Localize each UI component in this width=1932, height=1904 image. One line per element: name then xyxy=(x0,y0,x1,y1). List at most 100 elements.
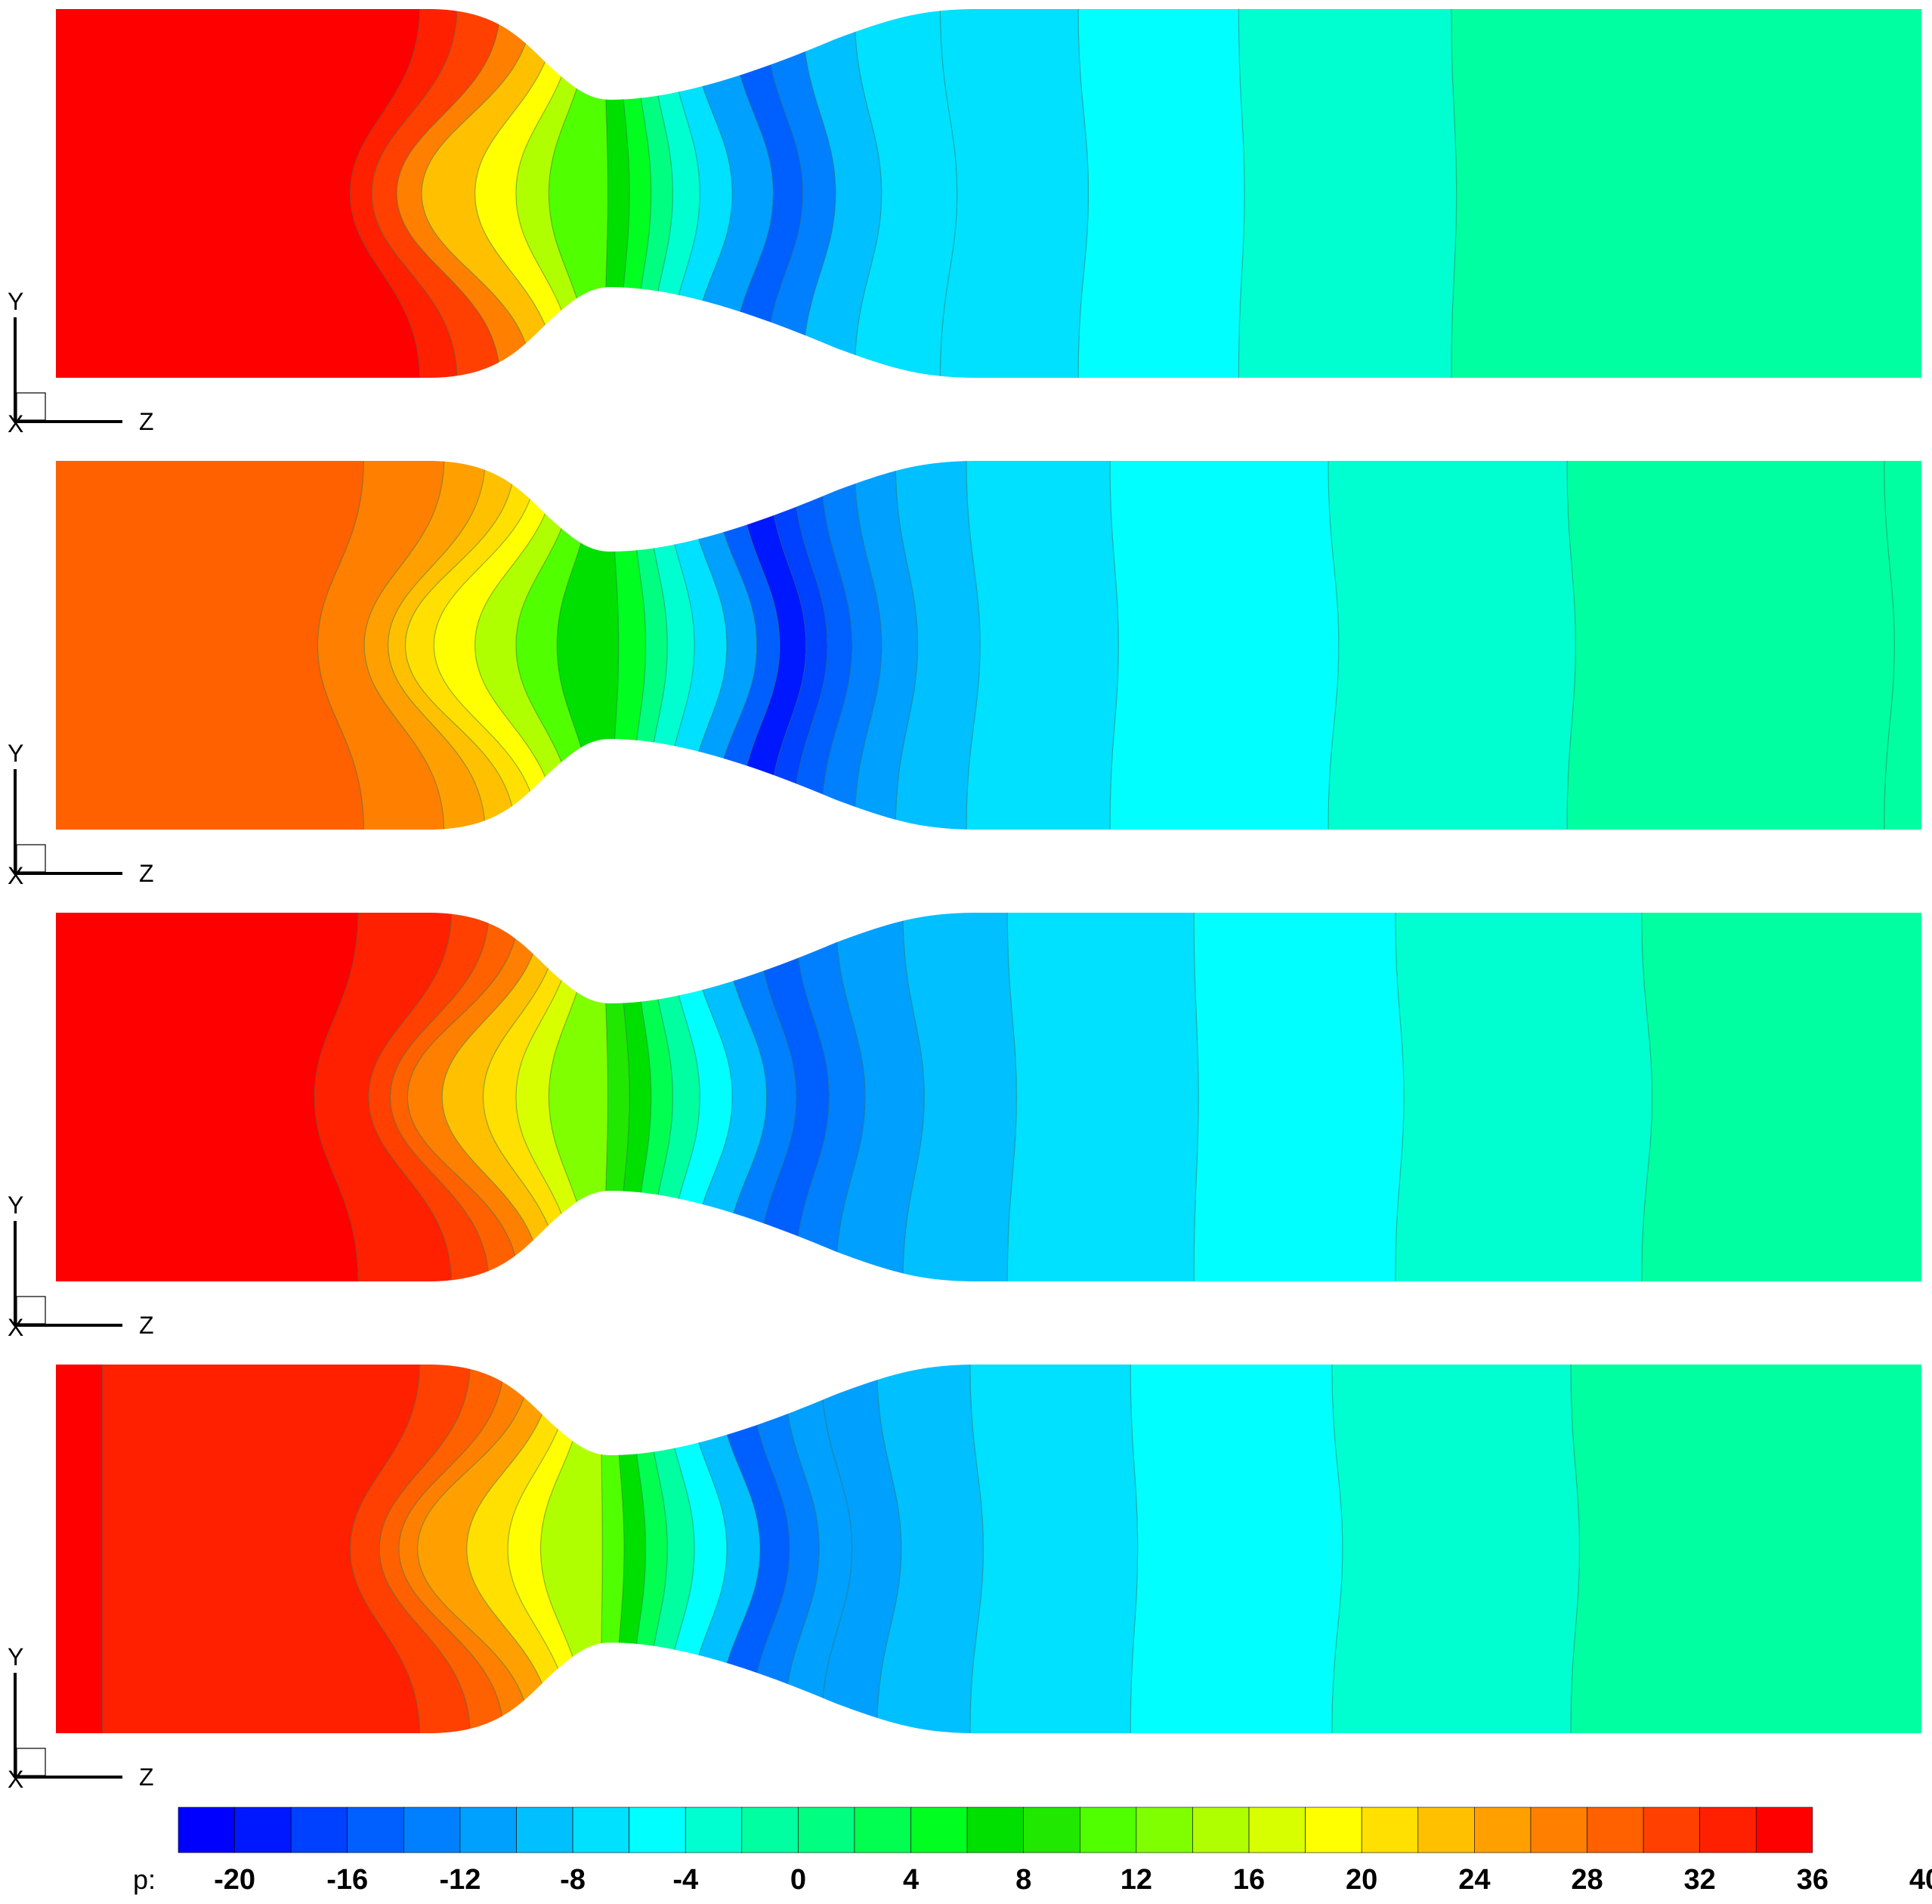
colorbar-swatch xyxy=(1305,1807,1362,1853)
panel-3-axis-triad: Y Z X xyxy=(8,1192,154,1341)
colorbar-tick-label: -20 xyxy=(214,1864,255,1896)
contour-band xyxy=(515,461,594,830)
colorbar-swatch xyxy=(1755,1807,1813,1853)
colorbar-tick-label: -4 xyxy=(672,1864,698,1896)
contour-band xyxy=(1328,461,1576,830)
colorbar-swatch xyxy=(1136,1807,1193,1853)
colorbar: p: -20 -16 -12 -8 -4 0 4 8 12 16 20 24 28 32 36 40 xyxy=(133,1807,1932,1896)
colorbar-tick-labels: -20 -16 -12 -8 -4 0 4 8 12 16 20 24 28 32 36 40 xyxy=(214,1864,1932,1896)
contour-band xyxy=(820,461,883,830)
contour-band xyxy=(507,1365,586,1733)
panel-3-bands xyxy=(56,913,1921,1281)
contour-band xyxy=(398,1365,530,1733)
x-axis-box xyxy=(16,1748,46,1776)
colorbar-swatch xyxy=(798,1807,855,1853)
colorbar-swatch xyxy=(741,1807,799,1853)
contour-band xyxy=(1109,461,1340,830)
x-axis-label: X xyxy=(8,410,23,437)
colorbar-swatch xyxy=(1699,1807,1757,1853)
colorbar-swatches xyxy=(178,1807,1813,1853)
contour-band xyxy=(56,913,359,1281)
z-axis-label: Z xyxy=(139,860,154,887)
contour-band xyxy=(600,1365,625,1733)
colorbar-tick-label: -16 xyxy=(326,1864,368,1896)
contour-band xyxy=(539,1365,603,1733)
panel-2-axis-triad: Y Z X xyxy=(8,740,154,889)
colorbar-swatch xyxy=(1587,1807,1644,1853)
colorbar-swatch xyxy=(685,1807,743,1853)
colorbar-tick-label: 16 xyxy=(1233,1864,1265,1896)
contour-band xyxy=(387,461,515,830)
contour-band xyxy=(317,461,445,830)
contour-band xyxy=(556,461,620,830)
colorbar-swatch xyxy=(347,1807,404,1853)
contour-band xyxy=(368,913,490,1281)
contour-band xyxy=(1641,913,1921,1281)
y-axis-label: Y xyxy=(8,1192,23,1219)
z-axis-label: Z xyxy=(139,1763,154,1791)
contour-band xyxy=(515,913,590,1281)
colorbar-swatch xyxy=(403,1807,461,1853)
z-axis-label: Z xyxy=(139,1312,154,1339)
colorbar-tick-label: 32 xyxy=(1684,1864,1716,1896)
colorbar-swatch xyxy=(234,1807,292,1853)
colorbar-swatch xyxy=(572,1807,629,1853)
contour-band xyxy=(969,1365,1139,1733)
colorbar-tick-label: 20 xyxy=(1346,1864,1377,1896)
contour-band xyxy=(1130,1365,1343,1733)
contour-band xyxy=(835,913,925,1281)
contour-band xyxy=(56,461,364,830)
contour-band xyxy=(396,9,533,378)
colorbar-swatch xyxy=(966,1807,1025,1853)
colorbar-tick-label: 0 xyxy=(790,1864,806,1896)
panel-1-bands xyxy=(56,9,1921,378)
colorbar-tick-label: 36 xyxy=(1797,1864,1828,1896)
colorbar-swatch xyxy=(1361,1807,1419,1853)
contour-band xyxy=(379,1365,505,1733)
colorbar-swatch xyxy=(910,1807,968,1853)
colorbar-swatch xyxy=(516,1807,573,1853)
colorbar-tick-label: -12 xyxy=(439,1864,481,1896)
contour-band xyxy=(389,913,519,1281)
colorbar-tick-label: 24 xyxy=(1458,1864,1490,1896)
contour-band xyxy=(1077,9,1245,378)
contour-band xyxy=(685,461,758,830)
x-axis-label: X xyxy=(8,862,23,889)
contour-band xyxy=(56,9,421,378)
x-axis-label: X xyxy=(8,1766,23,1793)
contour-band xyxy=(820,1365,902,1733)
contour-band xyxy=(548,913,608,1281)
colorbar-swatch xyxy=(1023,1807,1080,1853)
x-axis-box xyxy=(16,844,46,873)
colorbar-swatch xyxy=(459,1807,517,1853)
panel-4-axis-triad: Y Z X xyxy=(8,1643,154,1793)
colorbar-tick-label: 12 xyxy=(1121,1864,1152,1896)
contour-band xyxy=(1238,9,1458,378)
colorbar-tick-label: 28 xyxy=(1571,1864,1603,1896)
colorbar-swatch xyxy=(1192,1807,1250,1853)
y-axis-label: Y xyxy=(8,740,23,767)
contour-band xyxy=(939,9,1090,378)
contour-band xyxy=(56,1365,104,1733)
colorbar-swatch xyxy=(178,1807,235,1853)
contour-band xyxy=(515,9,590,378)
contour-band xyxy=(1006,913,1199,1281)
colorbar-swatch xyxy=(1643,1807,1700,1853)
colorbar-tick-label: 40 xyxy=(1909,1864,1932,1896)
x-axis-box xyxy=(16,392,46,421)
contour-band xyxy=(1566,461,1895,830)
colorbar-swatch xyxy=(1079,1807,1137,1853)
colorbar-swatch xyxy=(1530,1807,1587,1853)
colorbar-variable-label: p: xyxy=(133,1864,156,1895)
contour-band xyxy=(1451,9,1921,378)
contour-band xyxy=(794,913,866,1281)
z-axis-label: Z xyxy=(139,408,154,435)
contour-band xyxy=(404,461,538,830)
contour-band xyxy=(314,913,453,1281)
panel-4-bands xyxy=(56,1365,1921,1733)
colorbar-tick-label: 4 xyxy=(903,1864,919,1896)
panel-1-axis-triad: Y Z X xyxy=(8,288,154,437)
colorbar-swatch xyxy=(1417,1807,1475,1853)
colorbar-swatch xyxy=(1248,1807,1306,1853)
